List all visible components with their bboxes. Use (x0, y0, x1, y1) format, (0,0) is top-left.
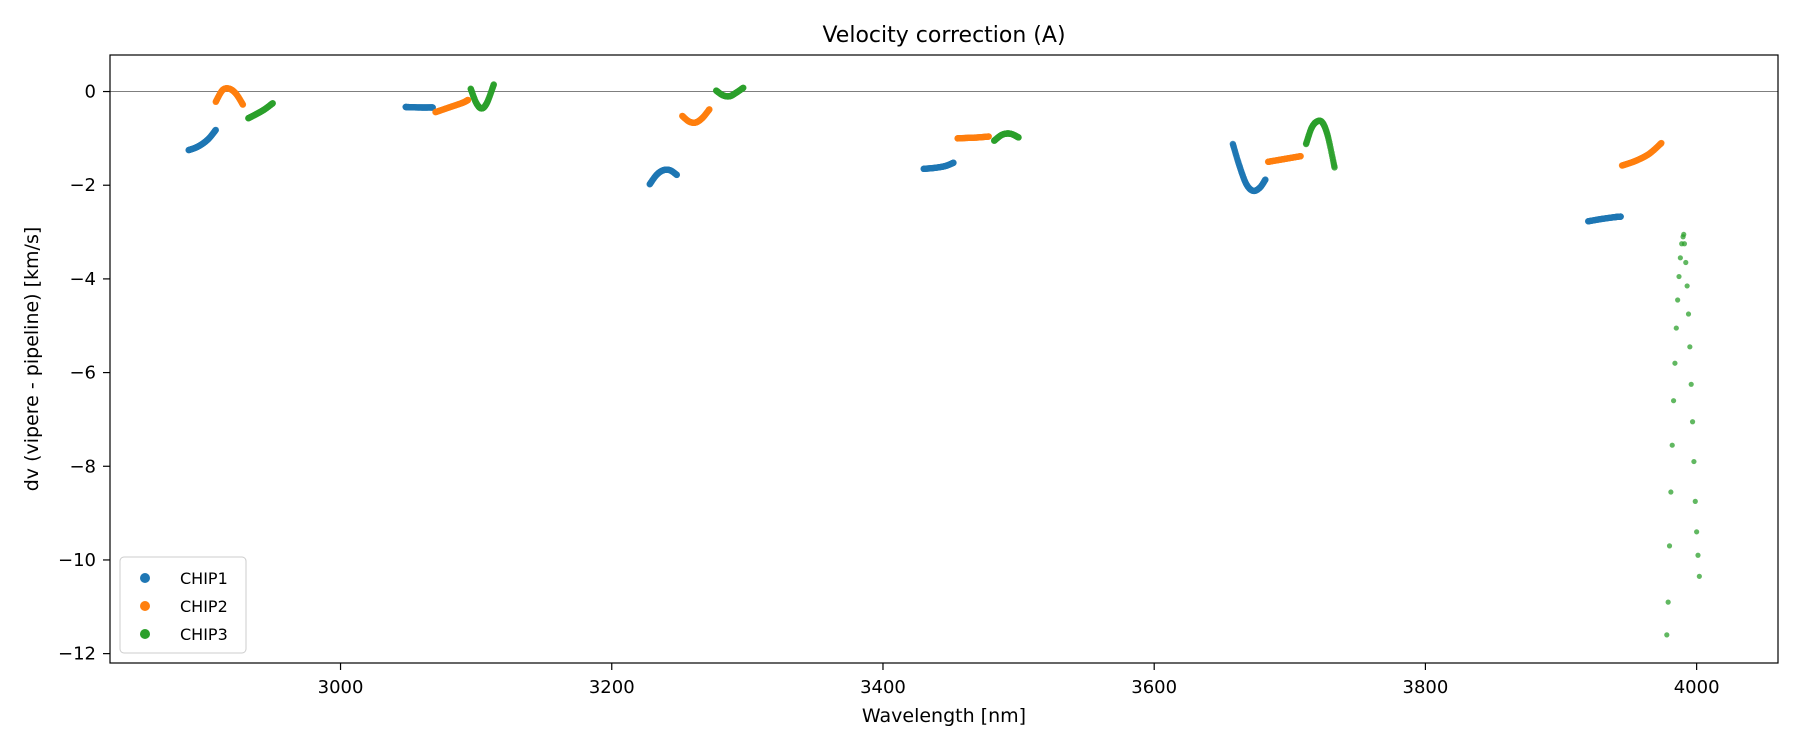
legend-label-chip1: CHIP1 (180, 569, 228, 588)
data-point-chip3 (269, 100, 276, 107)
y-tick-label: −2 (69, 175, 96, 196)
data-point-chip3 (1670, 398, 1677, 404)
data-point-chip2 (1297, 152, 1304, 160)
legend-label-chip2: CHIP2 (180, 597, 228, 616)
data-point-chip2 (706, 106, 713, 113)
data-point-chip2 (239, 101, 247, 108)
data-point-chip3 (1685, 311, 1692, 317)
data-point-chip3 (1691, 458, 1697, 465)
legend-marker-chip1 (140, 573, 150, 583)
data-point-chip1 (429, 104, 436, 111)
legend-marker-chip3 (140, 629, 150, 639)
x-tick-label: 3600 (1131, 677, 1177, 698)
data-point-chip3 (1683, 259, 1689, 266)
data-point-chip3 (1665, 599, 1671, 605)
data-point-chip3 (1695, 552, 1701, 558)
data-point-chip3 (1664, 632, 1670, 638)
y-tick-label: −12 (58, 644, 96, 665)
legend-marker-chip2 (140, 601, 150, 611)
y-tick-label: −8 (69, 456, 96, 477)
data-point-chip3 (740, 84, 747, 91)
x-tick-label: 3200 (589, 677, 635, 698)
data-point-chip3 (1681, 231, 1687, 238)
data-point-chip3 (1015, 134, 1022, 141)
y-tick-label: −6 (69, 363, 96, 384)
data-point-chip3 (1687, 344, 1693, 350)
data-point-chip3 (1696, 573, 1702, 579)
data-point-chip3 (1669, 442, 1675, 448)
data-point-chip3 (1675, 297, 1681, 303)
data-point-chip1 (212, 126, 219, 134)
data-point-chip3 (1681, 241, 1688, 247)
data-points (185, 81, 1702, 638)
data-point-chip3 (1668, 489, 1674, 495)
legend-label-chip3: CHIP3 (180, 625, 228, 644)
x-tick-label: 3000 (318, 677, 364, 698)
x-tick-label: 3800 (1403, 677, 1449, 698)
data-point-chip3 (1684, 283, 1690, 289)
y-axis: 0 −2 −4 −6 −8 −10 −12 (58, 82, 110, 665)
data-point-chip3 (1331, 164, 1338, 171)
data-point-chip3 (1673, 325, 1679, 331)
data-point-chip1 (673, 171, 681, 179)
plot-frame (109, 54, 1779, 664)
y-tick-label: 0 (85, 82, 96, 103)
data-point-chip2 (985, 133, 992, 140)
data-point-chip3 (1689, 419, 1696, 425)
data-point-chip1 (950, 159, 957, 166)
data-point-chip1 (1617, 213, 1624, 220)
x-axis: 3000 3200 3400 3600 3800 4000 (318, 663, 1720, 698)
legend: CHIP1 CHIP2 CHIP3 (119, 556, 247, 654)
data-point-chip3 (1692, 498, 1698, 504)
data-point-chip3 (490, 81, 497, 88)
y-axis-label: dv (vipere - pipeline) [km/s] (21, 227, 43, 492)
data-point-chip3 (1688, 381, 1694, 387)
legend-box (119, 556, 247, 654)
x-tick-label: 3400 (860, 677, 906, 698)
y-tick-label: −10 (58, 550, 96, 571)
data-point-chip1 (1262, 176, 1269, 183)
y-tick-label: −4 (69, 269, 96, 290)
chart-title: Velocity correction (A) (822, 23, 1065, 48)
x-tick-label: 4000 (1674, 677, 1720, 698)
data-point-chip3 (1694, 529, 1700, 535)
data-point-chip3 (1666, 543, 1673, 549)
data-point-chip2 (1658, 139, 1665, 147)
data-point-chip3 (1677, 255, 1683, 261)
data-point-chip3 (1676, 273, 1682, 280)
data-point-chip3 (1672, 360, 1678, 366)
data-point-chip2 (464, 96, 472, 104)
x-axis-label: Wavelength [nm] (862, 705, 1026, 727)
